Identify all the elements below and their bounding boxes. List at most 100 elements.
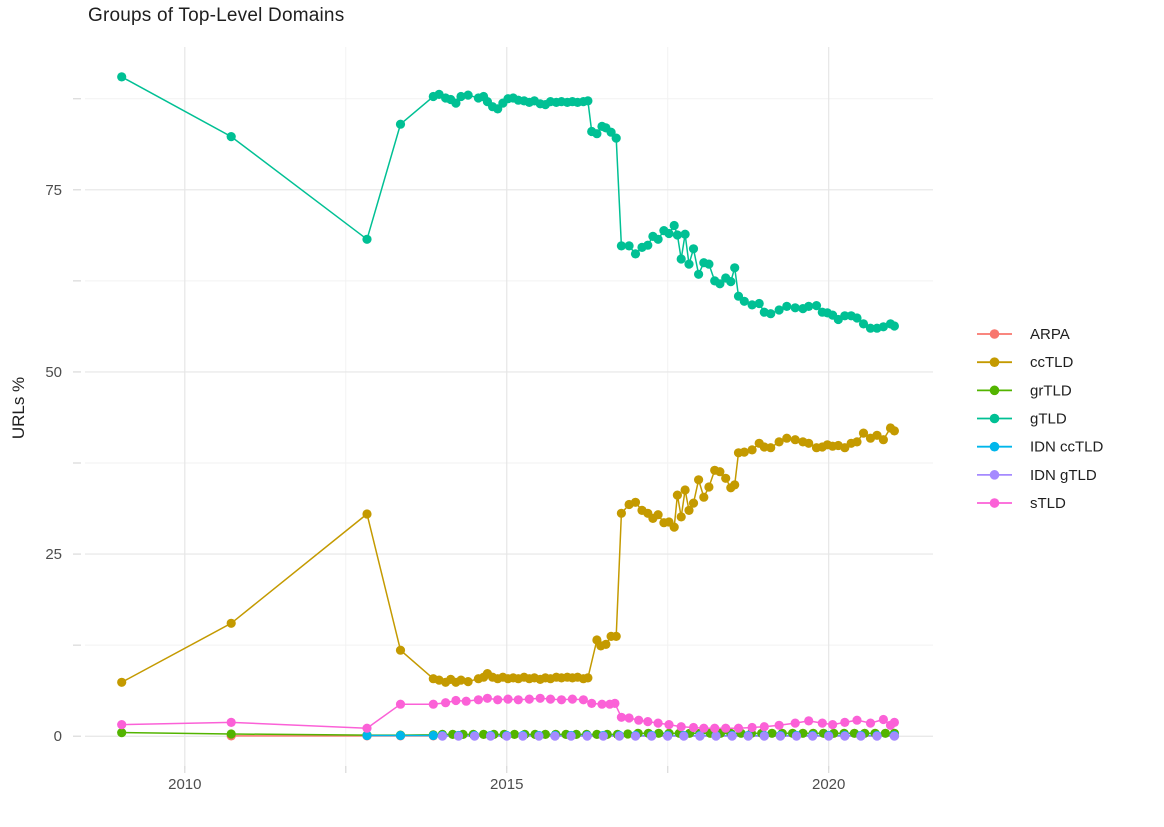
data-point: [695, 731, 705, 741]
data-point: [567, 694, 578, 704]
legend-key-dot: [989, 329, 1000, 339]
data-point: [852, 715, 862, 725]
legend-key-dot: [989, 357, 1000, 367]
legend: ARPA ccTLD grTLD gTLD IDN ccTLD IDN gTLD sTLD: [977, 326, 1104, 512]
data-point: [865, 323, 876, 333]
data-point: [611, 133, 621, 143]
data-point: [428, 699, 438, 709]
data-point: [653, 718, 663, 728]
data-point: [611, 631, 621, 642]
data-point: [634, 715, 644, 725]
data-point: [828, 720, 838, 730]
data-point: [461, 696, 471, 706]
data-point: [730, 480, 740, 490]
y-tick-label-25: 25: [45, 546, 62, 563]
data-point: [583, 673, 593, 683]
data-point: [759, 731, 769, 741]
x-tick-label-2015: 2015: [490, 776, 523, 793]
data-point: [117, 72, 127, 82]
data-point: [790, 303, 800, 313]
data-point: [362, 730, 372, 741]
points-gTLD: [117, 72, 900, 333]
data-point: [679, 731, 689, 741]
data-point: [624, 241, 634, 251]
data-point: [550, 731, 560, 741]
data-point: [808, 731, 818, 741]
data-point: [688, 244, 699, 254]
data-point: [624, 713, 634, 723]
legend-key-dot: [989, 498, 1000, 508]
data-point: [663, 731, 673, 741]
data-point: [578, 695, 589, 705]
data-point: [643, 717, 653, 727]
data-point: [630, 249, 641, 259]
data-point: [704, 482, 714, 492]
data-point: [226, 729, 236, 739]
x-tick-label-2020: 2020: [812, 776, 845, 793]
data-point: [747, 445, 757, 455]
legend-item-ccTLD: ccTLD: [977, 354, 1074, 371]
data-point: [395, 730, 406, 741]
legend-item-ARPA: ARPA: [977, 326, 1070, 343]
data-point: [880, 728, 891, 738]
data-point: [616, 508, 627, 518]
data-point: [817, 718, 827, 728]
data-point: [804, 438, 814, 448]
axis-labels: 2010 2015 2020 0 25 50 75 URLs %: [9, 182, 845, 793]
data-point: [614, 731, 625, 741]
data-point: [669, 220, 679, 231]
data-point: [858, 428, 869, 438]
data-point: [395, 645, 406, 655]
data-point: [503, 694, 513, 704]
data-point: [441, 698, 451, 708]
chart-title: Groups of Top-Level Domains: [88, 5, 345, 26]
line-ccTLD: [121, 426, 895, 684]
data-point: [676, 254, 686, 264]
data-point: [710, 723, 720, 733]
data-point: [852, 437, 862, 447]
data-point: [117, 728, 127, 738]
legend-item-IDN-ccTLD: IDN ccTLD: [977, 439, 1104, 456]
data-point: [535, 693, 545, 703]
data-point: [117, 720, 127, 730]
data-point: [597, 699, 607, 709]
data-point: [872, 731, 882, 741]
data-point: [804, 716, 814, 726]
data-point: [743, 731, 753, 741]
data-point: [791, 731, 802, 741]
data-point: [672, 230, 683, 240]
data-point: [616, 712, 627, 722]
data-point: [766, 309, 776, 319]
data-point: [727, 731, 737, 741]
points-sTLD: [117, 693, 900, 733]
legend-key-dot: [989, 413, 1000, 424]
data-point: [647, 731, 657, 741]
data-point: [790, 435, 800, 445]
data-point: [463, 677, 473, 687]
data-point: [453, 731, 464, 741]
data-point: [694, 475, 704, 485]
data-point: [524, 694, 534, 704]
data-point: [715, 279, 725, 289]
data-point: [470, 731, 480, 741]
data-point: [872, 430, 882, 440]
data-point: [587, 698, 597, 709]
data-point: [684, 259, 694, 269]
data-point: [592, 129, 602, 139]
legend-item-grTLD: grTLD: [977, 382, 1072, 399]
legend-label: gTLD: [1030, 411, 1067, 428]
data-point: [684, 505, 694, 515]
data-point: [582, 731, 592, 741]
data-point: [623, 729, 633, 739]
y-tick-label-50: 50: [45, 364, 62, 381]
data-point: [680, 229, 690, 239]
legend-item-sTLD: sTLD: [977, 495, 1066, 512]
data-point: [654, 728, 664, 738]
data-point: [704, 259, 714, 269]
data-point: [545, 694, 556, 704]
data-point: [610, 698, 620, 709]
data-point: [456, 675, 466, 685]
data-point: [699, 492, 709, 502]
data-point: [362, 234, 372, 244]
data-point: [672, 490, 683, 500]
